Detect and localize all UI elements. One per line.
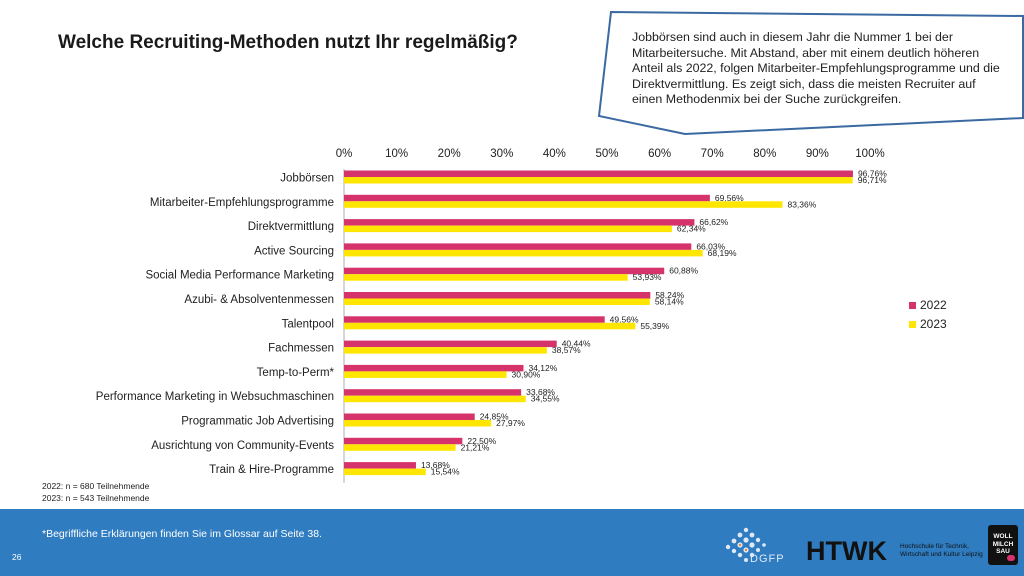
bar-2023 [344,420,492,427]
data-label-2022: 24,85% [480,412,509,422]
data-label-2023: 27,97% [496,418,525,428]
bar-2022 [344,243,692,250]
data-label-2022: 33,68% [526,387,555,397]
footer-bar: *Begriffliche Erklärungen finden Sie im … [0,509,1024,576]
legend-label-2023: 2023 [920,317,947,331]
category-label: Programmatic Job Advertising [181,416,334,428]
category-label: Direktvermittlung [248,221,334,233]
legend-swatch-2022 [909,302,916,309]
bar-2023 [344,201,783,208]
x-tick-label: 70% [701,148,724,160]
legend-swatch-2023 [909,321,916,328]
category-label: Ausrichtung von Community-Events [151,440,334,452]
htwk-subtitle: Hochschule für Technik, Wirtschaft und K… [900,543,983,558]
x-tick-label: 100% [855,148,884,160]
data-label-2022: 96,76% [858,169,887,179]
bar-2023 [344,298,650,305]
bar-2023 [344,347,547,354]
page-number: 26 [12,552,22,562]
bar-2022 [344,340,557,348]
bar-2022 [344,437,463,445]
data-label-2022: 49,56% [610,314,639,324]
category-label: Azubi- & Absolventenmessen [184,294,334,306]
wollmilchsau-logo: WOLL MILCH SAU [988,525,1018,565]
bar-2022 [344,219,695,226]
note-2022: 2022: n = 680 Teilnehmende [42,481,150,491]
bar-2022 [344,194,710,202]
dgfp-label: DGFP [750,553,785,565]
bar-2023 [344,274,628,281]
bar-2023 [344,371,507,378]
bar-2023 [344,468,426,476]
page-title: Welche Recruiting-Methoden nutzt Ihr reg… [58,32,518,53]
data-label-2023: 15,54% [431,467,460,477]
bar-2022 [344,267,665,275]
x-tick-label: 80% [753,148,776,160]
data-label-2022: 69,56% [715,193,744,203]
dgfp-logo-icon [725,527,766,562]
data-label-2023: 58,14% [655,297,684,307]
data-label-2023: 21,21% [461,442,490,452]
legend-label-2022: 2022 [920,298,947,312]
bar-2023 [344,322,636,330]
category-label: Talentpool [282,318,334,330]
x-tick-label: 90% [806,148,829,160]
data-label-2023: 30,90% [512,369,541,379]
bar-2023 [344,444,456,451]
x-tick-label: 40% [543,148,566,160]
wms-line-3: SAU [996,548,1010,555]
bar-2022 [344,364,524,372]
data-label-2023: 68,19% [708,248,737,258]
x-tick-label: 0% [336,148,353,160]
data-label-2023: 96,71% [858,175,887,185]
category-label: Temp-to-Perm* [257,367,335,379]
bar-2023 [344,177,853,184]
data-label-2022: 60,88% [669,266,698,276]
data-label-2022: 34,12% [528,363,557,373]
x-tick-label: 50% [595,148,618,160]
bar-2022 [344,413,475,420]
bar-chart: 0% 10% 20% 30% 40% 50% 60% 70% 80% 90% 100% Jobbörs… [96,148,947,483]
category-label: Active Sourcing [254,245,334,257]
data-label-2023: 55,39% [640,321,669,331]
bar-2022 [344,462,416,469]
data-label-2023: 62,34% [677,224,706,234]
category-label: Jobbörsen [280,173,334,185]
category-label: Performance Marketing in Websuchmaschine… [96,391,334,403]
callout-box: Jobbörsen sind auch in diesem Jahr die N… [597,10,1024,138]
bar-2023 [344,225,672,233]
bar-2022 [344,292,651,299]
wms-dot-icon [1007,555,1015,561]
htwk-logo: HTWK [806,536,887,566]
data-label-2023: 38,57% [552,345,581,355]
data-label-2022: 66,03% [696,241,725,251]
category-label: Fachmessen [268,343,334,355]
data-label-2023: 83,36% [787,199,816,209]
data-label-2023: 53,93% [633,272,662,282]
x-tick-label: 60% [648,148,671,160]
x-tick-label: 30% [490,148,513,160]
category-label: Social Media Performance Marketing [145,270,334,282]
data-label-2022: 66,62% [699,217,728,227]
bar-2022 [344,389,522,396]
bar-2023 [344,249,703,257]
category-label: Train & Hire-Programme [209,464,334,476]
note-2023: 2023: n = 543 Teilnehmende [42,492,150,503]
sample-notes: 2022: n = 680 Teilnehmende 2023: n = 543… [42,481,149,504]
bar-2022 [344,316,605,323]
x-tick-label: 20% [438,148,461,160]
data-label-2022: 40,44% [562,339,591,349]
data-label-2022: 13,68% [421,460,450,470]
data-label-2023: 34,55% [531,394,560,404]
glossary-note: *Begriffliche Erklärungen finden Sie im … [42,528,322,540]
bar-2022 [344,170,853,177]
data-label-2022: 22,50% [467,436,496,446]
data-label-2022: 58,24% [655,290,684,300]
wms-line-2: MILCH [992,540,1014,548]
callout-text: Jobbörsen sind auch in diesem Jahr die N… [632,30,1000,107]
bar-2023 [344,395,526,403]
x-tick-label: 10% [385,148,408,160]
category-label: Mitarbeiter-Empfehlungsprogramme [150,197,334,209]
wms-line-1: WOLL [993,533,1013,540]
